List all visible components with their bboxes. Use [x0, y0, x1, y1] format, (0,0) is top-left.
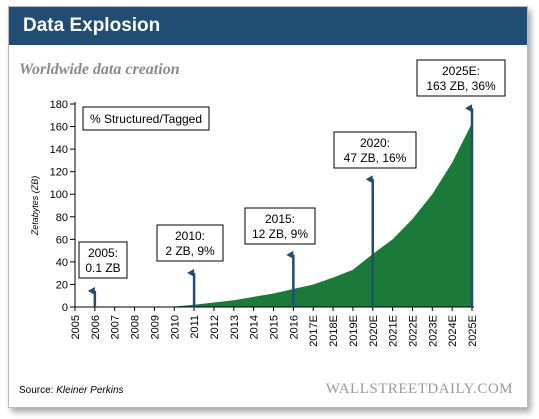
x-tick-label: 2018E	[328, 315, 340, 347]
y-tick-label: 180	[50, 99, 68, 111]
annotation-box	[244, 207, 316, 245]
x-tick-label: 2010	[169, 315, 181, 339]
x-tick-label: 2016	[288, 315, 300, 339]
x-tick-label: 2017E	[308, 315, 320, 347]
x-tick-label: 2022E	[407, 315, 419, 347]
annotation-text: 2025E:	[442, 64, 480, 78]
y-tick-label: 40	[56, 257, 68, 269]
header-bar: Data Explosion	[9, 7, 527, 45]
x-tick-label: 2012	[209, 315, 221, 339]
x-tick-label: 2008	[130, 315, 142, 339]
y-tick-label: 140	[50, 144, 68, 156]
annotation-box	[416, 59, 506, 97]
annotation-text: 163 ZB, 36%	[426, 79, 496, 93]
legend-label: % Structured/Tagged	[90, 112, 202, 126]
annotation-box	[78, 241, 128, 279]
x-tick-label: 2013	[229, 315, 241, 339]
x-tick-label: 2024E	[447, 315, 459, 347]
annotation-text: 2 ZB, 9%	[165, 244, 215, 258]
annotation-box	[156, 224, 224, 262]
x-tick-label: 2007	[110, 315, 122, 339]
annotation-box	[333, 131, 417, 169]
source-label: Source:	[19, 385, 57, 396]
x-tick-label: 2025E	[467, 315, 479, 347]
y-tick-label: 100	[50, 189, 68, 201]
x-tick-label: 2015	[269, 315, 281, 339]
source-note: Source: Kleiner Perkins	[19, 385, 124, 396]
x-tick-label: 2023E	[427, 315, 439, 347]
x-tick-label: 2011	[189, 315, 201, 339]
x-tick-label: 2014	[249, 315, 261, 339]
annotation-text: 0.1 ZB	[85, 261, 120, 275]
y-tick-label: 0	[62, 302, 68, 314]
y-tick-label: 80	[56, 212, 68, 224]
x-tick-label: 2006	[90, 315, 102, 339]
annotation-text: 2010:	[175, 229, 205, 243]
x-tick-label: 2021E	[388, 315, 400, 347]
x-tick-label: 2009	[149, 315, 161, 339]
annotation-text: 2015:	[265, 212, 295, 226]
y-tick-label: 120	[50, 167, 68, 179]
y-axis-label: Zetabytes (ZB)	[30, 176, 40, 237]
x-tick-label: 2019E	[348, 315, 360, 347]
annotation-text: 12 ZB, 9%	[252, 227, 308, 241]
y-tick-label: 60	[56, 234, 68, 246]
chart-title: Data Explosion	[23, 15, 161, 36]
legend-box	[82, 106, 210, 131]
x-tick-label: 2020E	[368, 315, 380, 347]
x-tick-label: 2005	[70, 315, 82, 339]
y-tick-label: 20	[56, 279, 68, 291]
annotation-text: 2020:	[360, 136, 390, 150]
brand-watermark: WALLSTREETDAILY.COM	[325, 381, 513, 397]
chart-subtitle: Worldwide data creation	[19, 61, 180, 78]
y-tick-label: 160	[50, 122, 68, 134]
annotation-text: 2005:	[88, 246, 118, 260]
annotation-text: 47 ZB, 16%	[344, 151, 407, 165]
source-value: Kleiner Perkins	[56, 385, 124, 396]
